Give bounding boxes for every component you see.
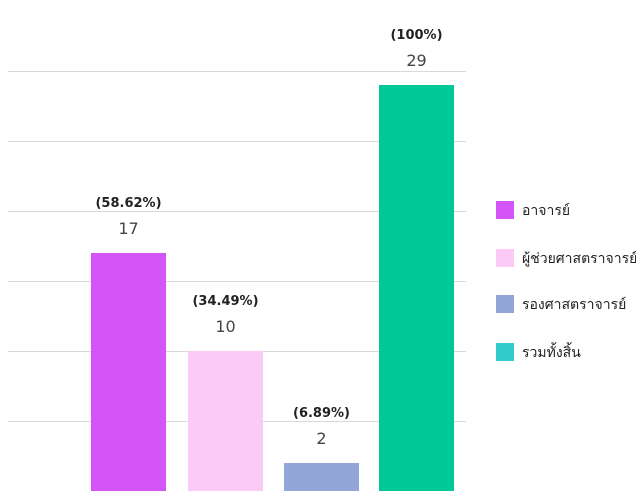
legend-label: รองศาสตราจารย์ [522, 296, 626, 313]
percent-label: (6.89%) [293, 406, 350, 421]
bar [284, 463, 359, 491]
value-label: 29 [406, 51, 426, 70]
legend-swatch [496, 295, 514, 313]
bar [91, 253, 166, 491]
legend-swatch [496, 343, 514, 361]
legend-label: ผู้ช่วยศาสตราจารย์ [522, 250, 636, 267]
value-label: 17 [118, 219, 138, 238]
percent-label: (34.49%) [192, 294, 258, 309]
bar [379, 85, 454, 491]
percent-label: (100%) [390, 28, 442, 43]
data-labels: (58.62%) 17 (34.49%) 10 (6.89%) 2 (100%) 29 [95, 28, 442, 448]
legend: อาจารย์ผู้ช่วยศาสตราจารย์รองศาสตราจารย์ร… [496, 201, 636, 361]
bar-series [91, 85, 454, 491]
legend-label: รวมทั้งสิ้น [522, 342, 581, 361]
value-label: 2 [316, 429, 326, 448]
bar [188, 351, 263, 491]
percent-label: (58.62%) [95, 196, 161, 211]
legend-swatch [496, 249, 514, 267]
legend-label: อาจารย์ [522, 202, 570, 219]
value-label: 10 [215, 317, 235, 336]
legend-swatch [496, 201, 514, 219]
